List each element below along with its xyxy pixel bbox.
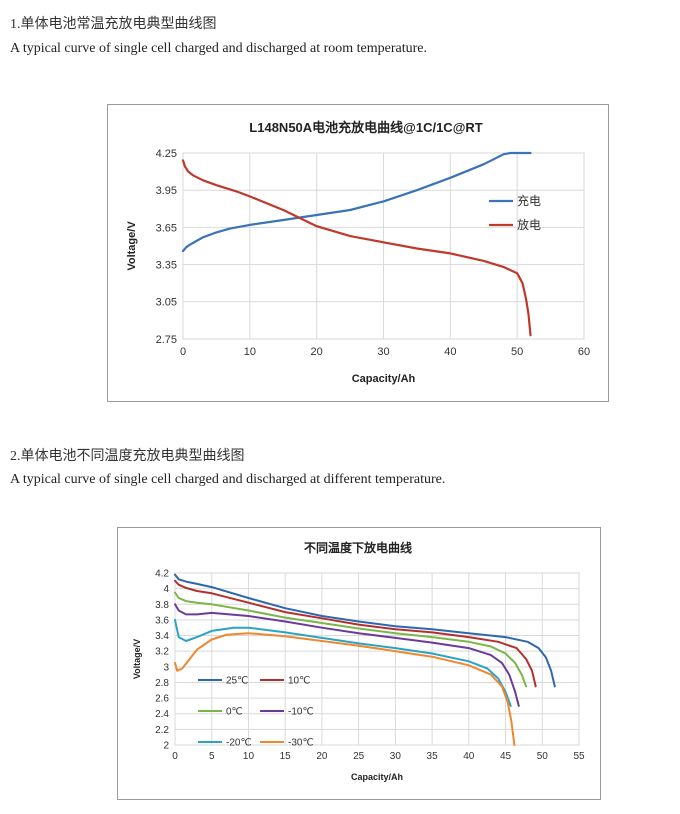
- chart2-series-line-2: [174, 591, 528, 688]
- chart1-y-tick-label: 3.95: [156, 185, 177, 197]
- chart2-x-tick-label: 45: [500, 751, 512, 762]
- chart1-legend-label: 充电: [517, 193, 541, 208]
- chart1-x-tick-label: 60: [578, 346, 590, 358]
- chart1-y-tick-label: 3.65: [156, 222, 177, 234]
- chart2-x-tick-label: 25: [353, 751, 365, 762]
- chart2-y-tick-label: 4.2: [155, 569, 169, 580]
- chart2-y-tick-label: 2.2: [155, 725, 169, 736]
- chart2-y-tick-label: 3.2: [155, 647, 169, 658]
- chart1-y-tick-label: 2.75: [156, 334, 177, 346]
- chart2-legend-label: 10℃: [288, 676, 310, 687]
- chart1-title: L148N50A电池充放电曲线@1C/1C@RT: [249, 120, 482, 135]
- chart1-x-tick-label: 50: [511, 346, 523, 358]
- chart1-legend-label: 放电: [517, 217, 541, 232]
- chart1-frame: 0 10 20 30 40 50 60 2.75 3.05 3.35 3.65 3.95 4.25 L14…: [107, 104, 609, 402]
- chart1-x-tick-label: 20: [311, 346, 323, 358]
- chart2-series-line-1: [174, 579, 537, 688]
- chart1-series-line-1: [181, 159, 532, 337]
- chart2-x-tick-label: 40: [463, 751, 475, 762]
- chart2-x-tick-label: 50: [537, 751, 549, 762]
- chart1-x-axis-label: Capacity/Ah: [352, 373, 416, 385]
- chart2-legend-label: -30℃: [288, 738, 314, 749]
- chart2-x-axis-label: Capacity/Ah: [351, 772, 403, 782]
- chart2-y-axis-label: Voltage/V: [132, 639, 142, 679]
- chart1-y-axis-label: Voltage/V: [126, 221, 138, 271]
- chart2-y-tick-label: 2.6: [155, 694, 169, 705]
- chart2-y-tick-label: 3.4: [155, 631, 169, 642]
- chart2-legend-label: -20℃: [226, 738, 252, 749]
- chart2-x-tick-label: 0: [172, 751, 178, 762]
- chart1-x-tick-label: 0: [180, 346, 186, 358]
- section1-subheading: A typical curve of single cell charged a…: [10, 41, 427, 56]
- chart2-series-line-3: [174, 603, 520, 707]
- chart2-svg: 0 5 10 15 20 25 30 35 40 45 50 55 2 2.2 2.4 2.6 2.8 3 3.2 3…: [132, 540, 585, 782]
- chart1-x-tick-label: 10: [244, 346, 256, 358]
- chart2-y-tick-label: 3.6: [155, 615, 169, 626]
- chart2-x-tick-label: 30: [390, 751, 402, 762]
- chart2-y-tick-label: 2: [163, 741, 169, 752]
- section2-subheading: A typical curve of single cell charged a…: [10, 472, 446, 487]
- chart2-y-tick-label: 2.8: [155, 678, 169, 689]
- chart2-series-line-5: [174, 632, 516, 746]
- chart1-y-tick-label: 3.05: [156, 297, 177, 309]
- section1-heading: 1.单体电池常温充放电典型曲线图: [10, 17, 217, 32]
- section2-heading: 2.单体电池不同温度充放电典型曲线图: [10, 449, 245, 464]
- chart2-legend-label: -10℃: [288, 707, 314, 718]
- chart1-y-tick-label: 4.25: [156, 148, 177, 160]
- chart2-y-tick-label: 2.4: [155, 709, 169, 720]
- chart1-x-tick-label: 40: [444, 346, 456, 358]
- chart2-legend-label: 25℃: [226, 676, 248, 687]
- chart2-x-tick-label: 55: [573, 751, 585, 762]
- chart1-y-tick-label: 3.35: [156, 259, 177, 271]
- chart2-x-tick-label: 10: [243, 751, 255, 762]
- chart2-series-line-4: [174, 618, 512, 707]
- chart2-x-tick-label: 15: [280, 751, 292, 762]
- chart1-x-tick-label: 30: [377, 346, 389, 358]
- chart2-legend-label: 0℃: [226, 707, 243, 718]
- chart2-y-tick-label: 4: [163, 584, 169, 595]
- chart2-x-tick-label: 20: [316, 751, 328, 762]
- chart2-x-tick-label: 35: [427, 751, 439, 762]
- chart1-svg: 0 10 20 30 40 50 60 2.75 3.05 3.35 3.65 3.95 4.25 L14…: [126, 120, 590, 385]
- chart2-frame: 0 5 10 15 20 25 30 35 40 45 50 55 2 2.2 2.4 2.6 2.8 3 3.2 3…: [117, 527, 601, 800]
- chart2-x-tick-label: 5: [209, 751, 215, 762]
- chart2-y-tick-label: 3: [163, 662, 169, 673]
- chart2-y-tick-label: 3.8: [155, 600, 169, 611]
- chart2-series-line-0: [174, 573, 556, 688]
- chart2-title: 不同温度下放电曲线: [304, 540, 412, 555]
